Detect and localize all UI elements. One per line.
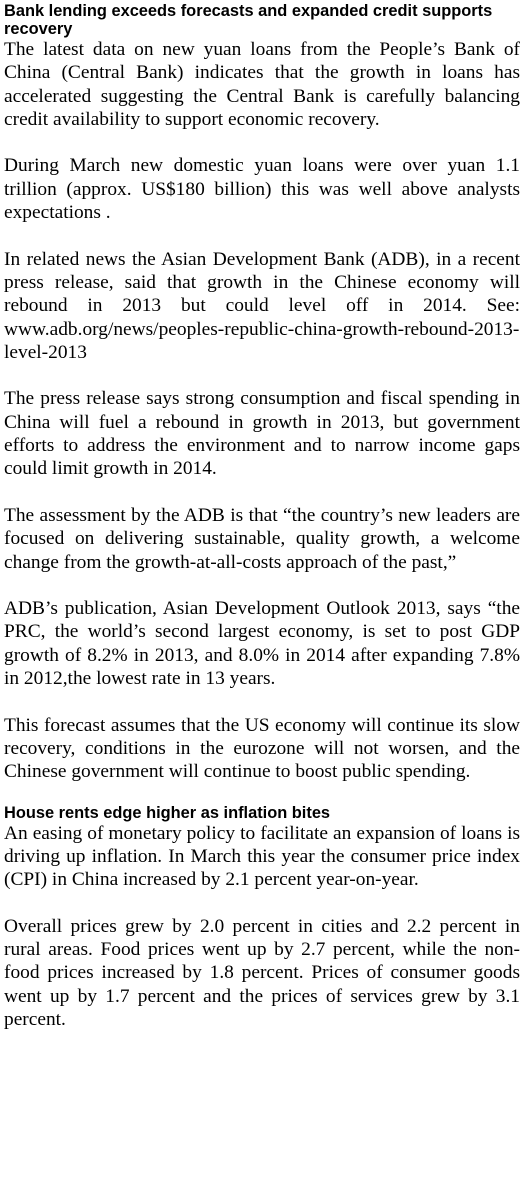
paragraph-price-growth: Overall prices grew by 2.0 percent in ci…: [4, 915, 520, 1030]
paragraph-press-release: The press release says strong consumptio…: [4, 388, 520, 480]
paragraph-latest-data: The latest data on new yuan loans from t…: [4, 39, 520, 130]
paragraph-adb-outlook: ADB’s publication, Asian Development Out…: [4, 598, 520, 690]
section-heading-house-rents: House rents edge higher as inflation bit…: [4, 803, 331, 822]
section-heading-bank-lending: Bank lending exceeds forecasts and expan…: [4, 2, 493, 38]
paragraph-adb-news: In related news the Asian Development Ba…: [4, 248, 520, 363]
paragraph-monetary-easing: An easing of monetary policy to facilita…: [4, 822, 520, 891]
paragraph-march-loans: During March new domestic yuan loans wer…: [4, 155, 520, 224]
paragraph-forecast-assumptions: This forecast assumes that the US econom…: [4, 714, 520, 783]
paragraph-adb-assessment: The assessment by the ADB is that “the c…: [4, 504, 520, 573]
document: Bank lending exceeds forecasts and expan…: [4, 2, 520, 1031]
